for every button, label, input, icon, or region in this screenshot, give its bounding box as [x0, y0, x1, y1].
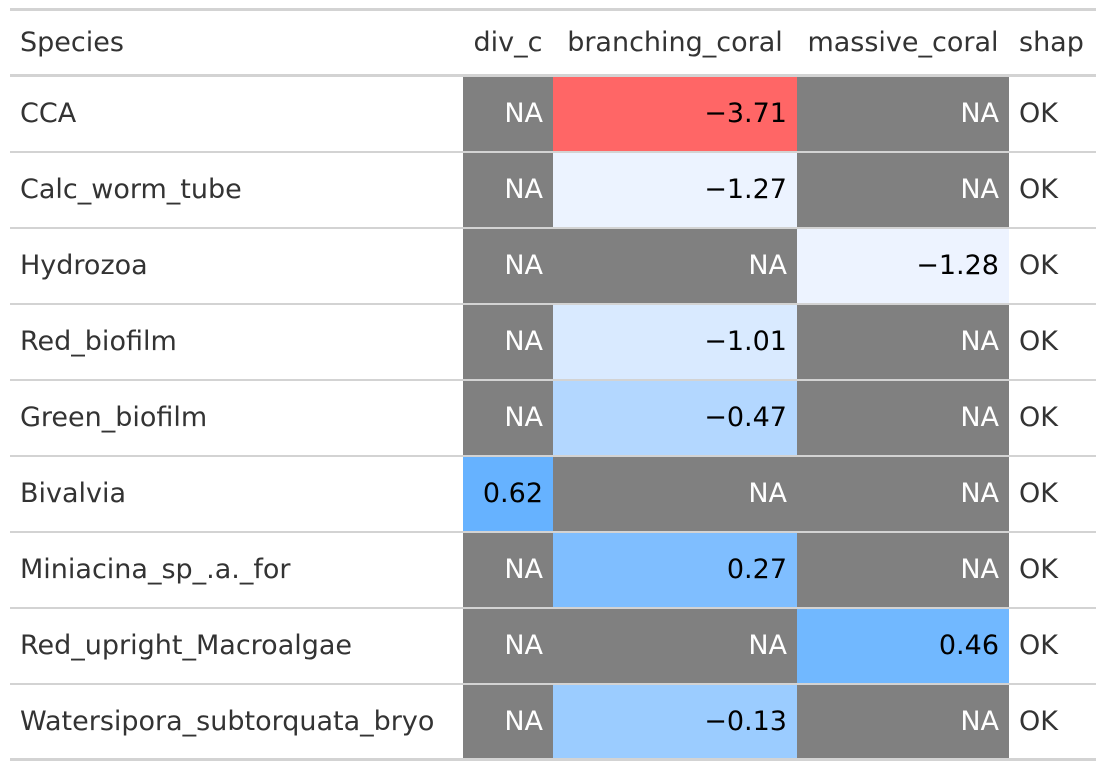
column-header-shap: shap [1009, 9, 1096, 77]
div-c-cell: NA [463, 530, 553, 608]
shap-cell: OK [1009, 606, 1096, 684]
branching-coral-cell: NA [553, 454, 797, 532]
massive-coral-cell: −1.28 [797, 226, 1009, 304]
species-cell: Green_biofilm [10, 378, 463, 456]
species-cell: CCA [20, 98, 77, 130]
table-row: Watersipora_subtorquata_bryo NA −0.13 NA OK [10, 682, 1096, 760]
header-row: Species div_c branching_coral massive_co… [10, 9, 1096, 77]
species-cell: Calc_worm_tube [10, 150, 463, 228]
species-cell: Watersipora_subtorquata_bryo [10, 682, 463, 760]
table-row: Red_upright_Macroalgae NA NA 0.46 OK [10, 606, 1096, 684]
branching-coral-cell: −0.13 [553, 682, 797, 760]
branching-coral-cell: NA [553, 226, 797, 304]
branching-coral-cell: −1.27 [553, 150, 797, 228]
div-c-cell: NA [463, 606, 553, 684]
branching-coral-cell: −0.47 [553, 378, 797, 456]
table-row: Green_biofilm NA −0.47 NA OK [10, 378, 1096, 456]
table-header: Species div_c branching_coral massive_co… [10, 9, 1096, 77]
massive-coral-cell: NA [797, 682, 1009, 760]
table-row: Miniacina_sp_.a._for NA 0.27 NA OK [10, 530, 1096, 608]
species-cell: Red_biofilm [10, 302, 463, 380]
div-c-cell: NA [463, 378, 553, 456]
column-header-massive-coral: massive_coral [797, 9, 1009, 77]
coefficient-table-container: Species div_c branching_coral massive_co… [10, 8, 1096, 761]
massive-coral-cell: NA [797, 302, 1009, 380]
shap-cell: OK [1009, 454, 1096, 532]
column-header-branching-coral: branching_coral [553, 9, 797, 77]
massive-coral-cell: NA [797, 150, 1009, 228]
massive-coral-cell: NA [797, 75, 1009, 152]
div-c-cell: NA [463, 150, 553, 228]
branching-coral-cell: −3.71 [553, 75, 797, 152]
div-c-cell: NA [463, 302, 553, 380]
table-row: Hydrozoa NA NA −1.28 OK [10, 226, 1096, 304]
branching-coral-cell: NA [553, 606, 797, 684]
shap-cell: OK [1009, 378, 1096, 456]
massive-coral-cell: NA [797, 378, 1009, 456]
massive-coral-cell: NA [797, 530, 1009, 608]
div-c-cell: NA [463, 226, 553, 304]
column-header-species: Species [10, 9, 463, 77]
column-header-div-c: div_c [463, 9, 553, 77]
species-cell: Red_upright_Macroalgae [10, 606, 463, 684]
shap-cell: OK [1009, 226, 1096, 304]
branching-coral-cell: 0.27 [553, 530, 797, 608]
shap-cell: OK [1009, 530, 1096, 608]
table-row: Bivalvia 0.62 NA NA OK [10, 454, 1096, 532]
table-row: Red_biofilm NA −1.01 NA OK [10, 302, 1096, 380]
species-cell: Miniacina_sp_.a._for [10, 530, 463, 608]
shap-cell: OK [1009, 302, 1096, 380]
coefficient-table: Species div_c branching_coral massive_co… [10, 8, 1096, 761]
massive-coral-cell: NA [797, 454, 1009, 532]
massive-coral-cell: 0.46 [797, 606, 1009, 684]
shap-cell: OK [1009, 150, 1096, 228]
branching-coral-cell: −1.01 [553, 302, 797, 380]
table-row: Calc_worm_tube NA −1.27 NA OK [10, 150, 1096, 228]
species-cell: Hydrozoa [10, 226, 463, 304]
table-row: CCA NA −3.71 NA OK [10, 75, 1096, 152]
div-c-cell: 0.62 [463, 454, 553, 532]
species-cell: Bivalvia [10, 454, 463, 532]
div-c-cell: NA [463, 682, 553, 760]
table-body: CCA NA −3.71 NA OK Calc_worm_tube NA −1.27 NA OK H… [10, 75, 1096, 760]
shap-cell: OK [1009, 682, 1096, 760]
div-c-cell: NA [463, 75, 553, 152]
shap-cell: OK [1019, 98, 1058, 130]
